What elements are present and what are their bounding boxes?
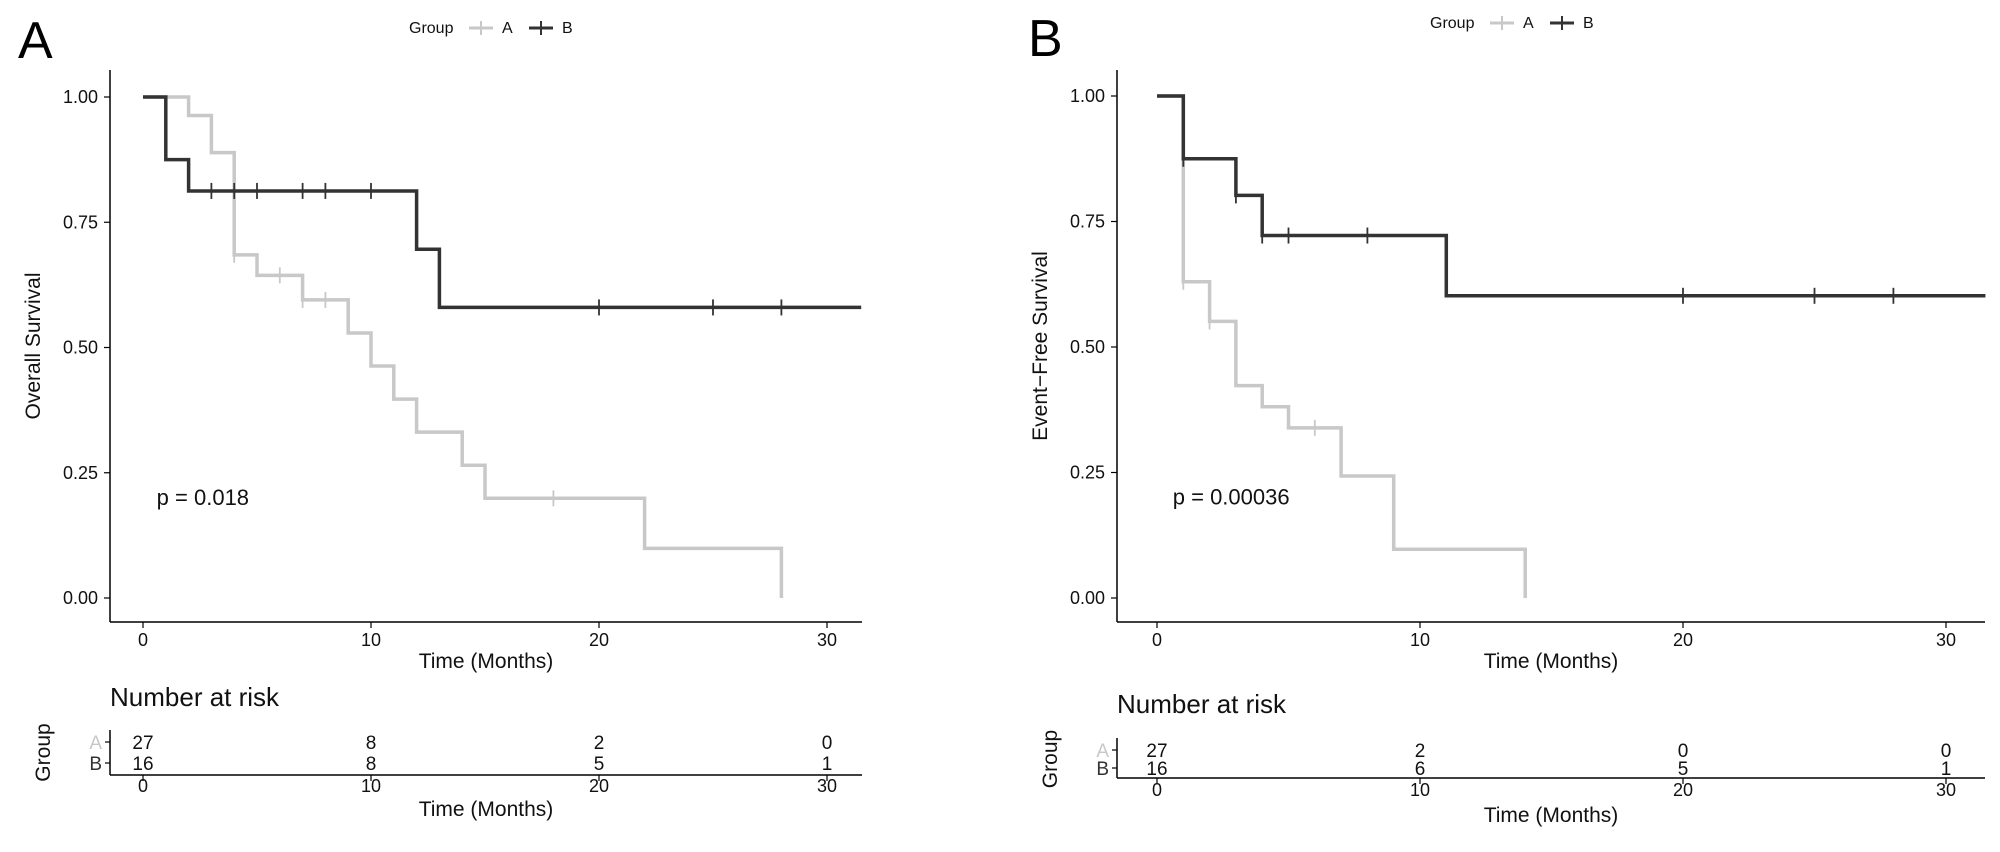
risk-count: 16 bbox=[1146, 759, 1167, 780]
risk-count: 2 bbox=[1415, 741, 1426, 762]
legend-label-a: A bbox=[502, 20, 513, 37]
risk-x-tick-label: 20 bbox=[589, 776, 609, 796]
panel-b: B Group A B0.000.250.500.751.000 10 20 30Event… bbox=[1028, 10, 1986, 827]
y-axis-title: Overall Survival bbox=[22, 272, 45, 419]
risk-table-title: Number at risk bbox=[1117, 689, 1287, 719]
risk-count: 27 bbox=[1146, 741, 1167, 762]
y-tick-label: 1.00 bbox=[1070, 86, 1105, 106]
risk-row-label-b: B bbox=[89, 754, 102, 775]
risk-x-tick-label: 10 bbox=[1410, 780, 1430, 800]
risk-count: 8 bbox=[366, 754, 377, 775]
survival-curve-a bbox=[1157, 94, 1527, 598]
risk-row-label-a: A bbox=[89, 733, 102, 754]
legend-title: Group bbox=[409, 20, 454, 37]
risk-count: 27 bbox=[132, 733, 153, 754]
y-tick-label: 0.50 bbox=[1070, 337, 1105, 357]
y-tick-label: 0.00 bbox=[1070, 588, 1105, 608]
legend-label-b: B bbox=[1583, 15, 1594, 32]
risk-row-label-b: B bbox=[1096, 759, 1109, 780]
risk-row-label-a: A bbox=[1096, 741, 1109, 762]
risk-x-axis-title: Time (Months) bbox=[419, 798, 554, 821]
y-tick-label: 0.75 bbox=[1070, 212, 1105, 232]
x-tick-label: 20 bbox=[1673, 630, 1693, 650]
risk-x-tick-label: 30 bbox=[1936, 780, 1956, 800]
survival-curve-b bbox=[143, 95, 862, 310]
x-tick-label: 10 bbox=[1410, 630, 1430, 650]
p-value: p = 0.00036 bbox=[1173, 485, 1290, 510]
risk-count: 8 bbox=[366, 733, 377, 754]
survival-curve-b bbox=[1157, 94, 1986, 298]
x-tick-label: 20 bbox=[589, 630, 609, 650]
y-tick-label: 1.00 bbox=[63, 87, 98, 107]
risk-table-title: Number at risk bbox=[110, 682, 280, 712]
panel-a-label: A bbox=[18, 12, 53, 70]
legend-label-a: A bbox=[1523, 15, 1534, 32]
panel-b-legend: Group A B bbox=[1430, 15, 1594, 32]
series-a bbox=[1157, 94, 1527, 598]
x-tick-label: 10 bbox=[361, 630, 381, 650]
x-tick-label: 30 bbox=[817, 630, 837, 650]
y-tick-label: 0.25 bbox=[1070, 463, 1105, 483]
y-tick-label: 0.25 bbox=[63, 463, 98, 483]
risk-x-tick-label: 0 bbox=[138, 776, 148, 796]
risk-x-tick-label: 10 bbox=[361, 776, 381, 796]
risk-count: 16 bbox=[132, 754, 153, 775]
x-tick-label: 0 bbox=[138, 630, 148, 650]
risk-x-axis-title: Time (Months) bbox=[1484, 804, 1619, 827]
risk-count: 1 bbox=[1941, 759, 1952, 780]
series-a bbox=[143, 95, 784, 598]
risk-count: 6 bbox=[1415, 759, 1426, 780]
risk-count: 1 bbox=[822, 754, 833, 775]
y-tick-label: 0.75 bbox=[63, 212, 98, 232]
panel-b-label: B bbox=[1028, 10, 1063, 68]
survival-curve-a bbox=[143, 95, 784, 598]
x-tick-label: 30 bbox=[1936, 630, 1956, 650]
risk-count: 2 bbox=[594, 733, 605, 754]
series-b bbox=[1157, 94, 1986, 304]
y-axis-title: Event−Free Survival bbox=[1029, 251, 1052, 441]
panel-a: A Group A B0.000.250.500.751.000 10 20 30Overa… bbox=[18, 12, 862, 821]
y-tick-label: 0.00 bbox=[63, 588, 98, 608]
y-tick-label: 0.50 bbox=[63, 338, 98, 358]
x-axis-title: Time (Months) bbox=[419, 650, 554, 673]
risk-y-axis-title: Group bbox=[32, 723, 55, 781]
risk-x-tick-label: 20 bbox=[1673, 780, 1693, 800]
risk-count: 5 bbox=[1678, 759, 1689, 780]
risk-x-tick-label: 0 bbox=[1152, 780, 1162, 800]
risk-count: 0 bbox=[822, 733, 833, 754]
x-tick-label: 0 bbox=[1152, 630, 1162, 650]
series-b bbox=[143, 95, 862, 316]
panel-a-legend: Group A B bbox=[409, 20, 573, 37]
legend-title: Group bbox=[1430, 15, 1475, 32]
p-value: p = 0.018 bbox=[157, 485, 249, 510]
risk-count: 5 bbox=[594, 754, 605, 775]
risk-count: 0 bbox=[1678, 741, 1689, 762]
risk-count: 0 bbox=[1941, 741, 1952, 762]
x-axis-title: Time (Months) bbox=[1484, 650, 1619, 673]
risk-y-axis-title: Group bbox=[1039, 730, 1062, 788]
risk-x-tick-label: 30 bbox=[817, 776, 837, 796]
legend-label-b: B bbox=[562, 20, 573, 37]
